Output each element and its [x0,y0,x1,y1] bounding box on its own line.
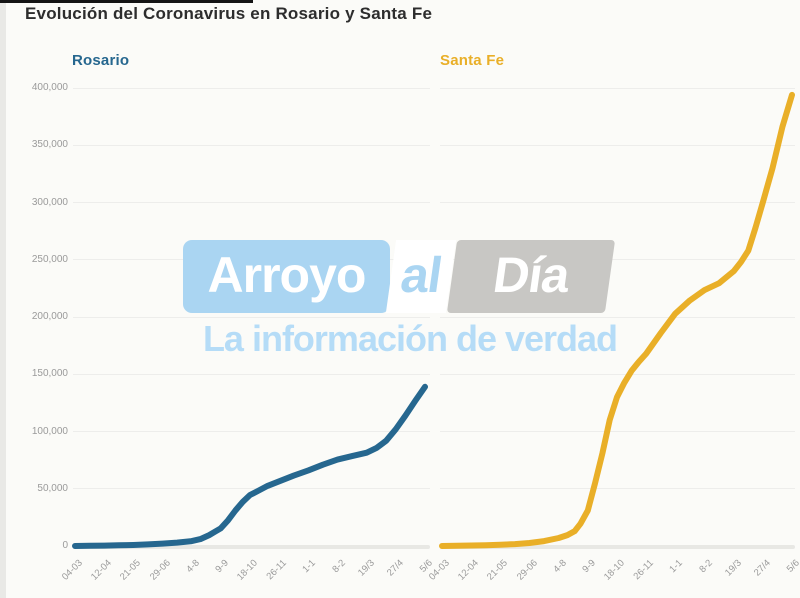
y-gridline [73,373,430,375]
page-title: Evolución del Coronavirus en Rosario y S… [25,4,433,23]
panel-title-rosario: Rosario [72,52,130,69]
santa-fe-line [439,91,795,549]
y-tick-label: 400,000 [31,82,68,93]
y-gridline [440,488,795,490]
y-gridline [73,87,430,89]
y-gridline [440,144,795,146]
y-gridline [73,431,430,432]
y-tick-label: 0 [62,540,68,551]
x-axis-baseline [440,544,795,549]
panel-title-santafe: Santa Fe [440,52,505,69]
y-gridline [440,259,795,261]
screenshot-left-edge [0,0,6,598]
y-gridline [73,202,430,203]
y-gridline [440,87,795,89]
y-gridline [73,316,430,318]
y-gridline [440,431,795,432]
y-gridline [440,373,795,375]
y-gridline [440,316,795,318]
y-tick-label: 250,000 [31,253,68,265]
y-tick-label: 150,000 [31,368,68,380]
x-axis-baseline [73,544,430,549]
rosario-line [72,383,428,549]
top-progress-bar [0,0,253,3]
y-gridline [73,488,430,490]
y-gridline [73,144,430,146]
y-tick-label: 100,000 [31,425,68,437]
y-tick-label: 50,000 [37,482,68,494]
y-tick-label: 300,000 [31,196,68,208]
y-tick-label: 350,000 [31,139,68,151]
y-tick-label: 200,000 [31,311,68,322]
y-gridline [440,202,795,203]
